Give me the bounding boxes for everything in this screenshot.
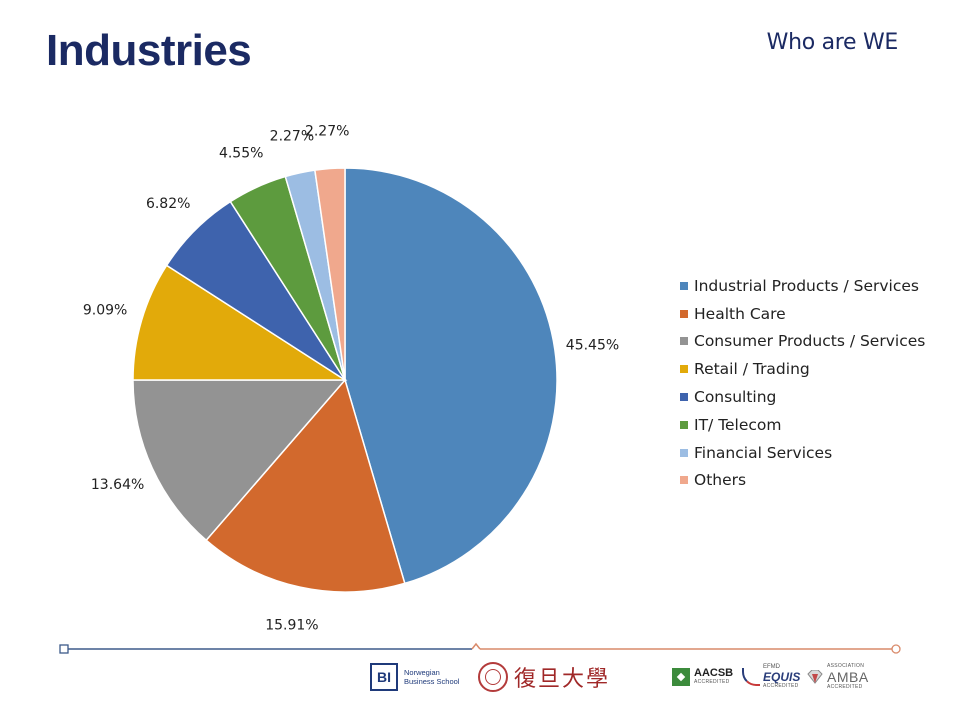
legend-item-it-telecom: IT/ Telecom bbox=[680, 411, 925, 439]
chart-legend: Industrial Products / Services Health Car… bbox=[680, 272, 925, 494]
aacsb-sub: ACCREDITED bbox=[694, 679, 730, 685]
legend-label: Others bbox=[694, 471, 747, 490]
legend-item-health-care: Health Care bbox=[680, 300, 925, 328]
data-label-it-telecom: 4.55% bbox=[219, 146, 263, 162]
page-title: Industries bbox=[46, 26, 252, 75]
data-label-health-care: 15.91% bbox=[265, 617, 318, 633]
legend-item-consulting: Consulting bbox=[680, 383, 925, 411]
equis-name: EQUIS bbox=[763, 670, 801, 684]
legend-swatch bbox=[680, 476, 688, 485]
legend-label: Consulting bbox=[694, 388, 777, 407]
legend-item-consumer-products-services: Consumer Products / Services bbox=[680, 328, 925, 356]
equis-swoosh-icon bbox=[742, 668, 760, 686]
bi-logo-line2: Business School bbox=[404, 677, 460, 686]
legend-item-industrial-products-services: Industrial Products / Services bbox=[680, 272, 925, 300]
bi-logo-line1: Norwegian bbox=[404, 668, 440, 677]
divider-circle-marker bbox=[891, 644, 901, 654]
aacsb-logo: AACSB ACCREDITED bbox=[672, 658, 733, 696]
bi-logo: BI Norwegian Business School bbox=[370, 658, 459, 696]
pie-chart: 45.45% 15.91% 13.64% 9.09% 6.82% 4.55% 2.27%2.… bbox=[83, 124, 619, 634]
amba-gem-icon bbox=[807, 670, 823, 684]
data-label-retail-trading: 9.09% bbox=[83, 303, 127, 319]
legend-swatch bbox=[680, 420, 688, 429]
fudan-logo: 復旦大學 bbox=[478, 658, 610, 696]
legend-swatch bbox=[680, 309, 688, 318]
fudan-logo-text: 復旦大學 bbox=[514, 667, 611, 692]
pie-slice-consumer-products-services bbox=[132, 379, 347, 542]
pie-slice-industrial-products-services bbox=[344, 167, 558, 585]
data-label-consumer-products-services: 13.64% bbox=[91, 477, 144, 493]
legend-item-others: Others bbox=[680, 467, 925, 495]
amba-top: ASSOCIATION bbox=[827, 663, 865, 669]
amba-logo: ASSOCIATION AMBA ACCREDITED bbox=[806, 658, 869, 696]
pie-slice-others bbox=[314, 167, 346, 381]
legend-item-retail-trading: Retail / Trading bbox=[680, 355, 925, 383]
amba-sub: ACCREDITED bbox=[827, 684, 863, 690]
legend-label: Retail / Trading bbox=[694, 360, 810, 379]
amba-name: AMBA bbox=[827, 669, 869, 685]
footer-divider bbox=[59, 642, 901, 654]
divider-square-marker bbox=[59, 644, 69, 654]
pie-slice-health-care bbox=[205, 378, 406, 593]
data-label-industrial-products-services: 45.45% bbox=[566, 337, 619, 353]
equis-logo: EFMD EQUIS ACCREDITED bbox=[742, 658, 800, 696]
legend-swatch bbox=[680, 448, 688, 457]
data-label-financial-services: 2.27% bbox=[270, 129, 314, 145]
legend-label: Industrial Products / Services bbox=[694, 276, 919, 295]
legend-swatch bbox=[680, 393, 688, 402]
pie-slice-retail-trading bbox=[132, 264, 348, 381]
legend-label: IT/ Telecom bbox=[694, 415, 782, 434]
legend-swatch bbox=[680, 365, 688, 374]
data-label-consulting: 6.82% bbox=[146, 196, 190, 212]
data-label-others: 2.27% bbox=[305, 124, 349, 140]
legend-swatch bbox=[680, 281, 688, 290]
legend-swatch bbox=[680, 337, 688, 346]
fudan-seal-icon bbox=[478, 662, 508, 692]
aacsb-name: AACSB bbox=[694, 667, 734, 679]
legend-label: Financial Services bbox=[694, 443, 833, 462]
bi-logo-mark: BI bbox=[370, 663, 398, 691]
section-tag: Who are WE bbox=[766, 30, 899, 55]
legend-label: Health Care bbox=[694, 304, 786, 323]
equis-sub: ACCREDITED bbox=[763, 683, 799, 689]
legend-label: Consumer Products / Services bbox=[694, 332, 926, 351]
legend-item-financial-services: Financial Services bbox=[680, 439, 925, 467]
aacsb-mark-icon bbox=[672, 668, 690, 686]
equis-top: EFMD bbox=[763, 664, 780, 670]
